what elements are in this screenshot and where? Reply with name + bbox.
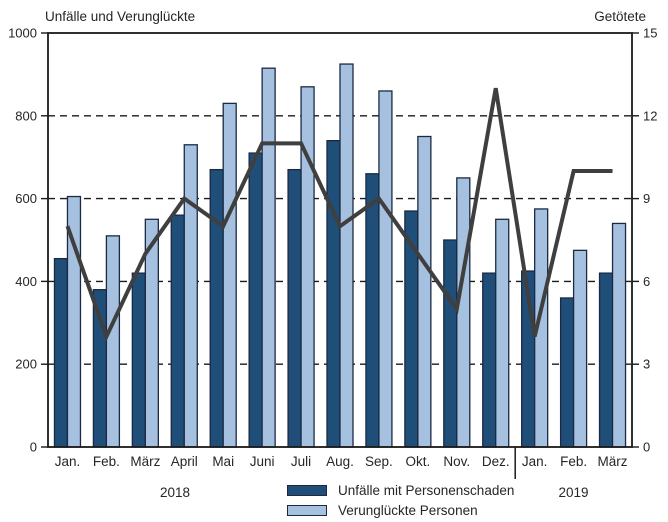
bar-verunglueckte xyxy=(261,67,276,448)
bar-verunglueckte xyxy=(105,235,121,448)
left-axis-tick-label: 200 xyxy=(15,357,37,372)
bar-unfaelle xyxy=(170,214,185,448)
x-axis-label: Jan. xyxy=(55,454,81,469)
left-axis-tick-label: 400 xyxy=(15,274,37,289)
bar-verunglueckte xyxy=(378,90,393,448)
legend-label-verunglueckte: Verunglückte Personen xyxy=(338,503,478,518)
legend-swatch-light xyxy=(287,505,327,516)
bar-unfaelle xyxy=(559,297,575,448)
bar-unfaelle xyxy=(443,239,458,448)
bar-unfaelle xyxy=(326,139,341,448)
legend-item-verunglueckte: Verunglückte Personen xyxy=(287,503,514,518)
x-axis-label: Okt. xyxy=(405,454,430,469)
bar-verunglueckte xyxy=(183,144,198,448)
right-axis-tick-label: 15 xyxy=(643,26,657,41)
left-axis-tick-label: 800 xyxy=(15,108,37,123)
x-axis-label: Jan. xyxy=(522,454,548,469)
bar-unfaelle xyxy=(53,257,69,448)
x-axis-label: Feb. xyxy=(93,454,120,469)
bar-verunglueckte xyxy=(495,218,510,448)
x-axis-label: Mai xyxy=(212,454,234,469)
legend-swatch-dark xyxy=(287,485,327,496)
right-axis-tick-label: 0 xyxy=(643,440,650,455)
x-axis-label: Sep. xyxy=(365,454,393,469)
plot-frame xyxy=(47,32,633,448)
x-axis-label: Aug. xyxy=(326,454,354,469)
right-axis-tick-label: 3 xyxy=(643,357,650,372)
year-label: 2018 xyxy=(160,485,190,500)
right-axis-tick-label: 12 xyxy=(643,108,657,123)
legend: Unfälle mit Personenschaden Verunglückte… xyxy=(287,483,514,518)
bar-verunglueckte xyxy=(456,177,471,448)
x-axis-label: Dez. xyxy=(482,454,510,469)
right-axis-tick-label: 9 xyxy=(643,191,650,206)
year-label: 2019 xyxy=(558,485,588,500)
bar-verunglueckte xyxy=(611,222,627,448)
bar-verunglueckte xyxy=(300,86,315,448)
bar-verunglueckte xyxy=(339,63,354,448)
x-axis-label: Juli xyxy=(291,454,311,469)
getoetete-line xyxy=(65,87,613,342)
bar-unfaelle xyxy=(248,152,263,448)
legend-item-unfaelle: Unfälle mit Personenschaden xyxy=(287,483,514,498)
right-axis-title: Getötete xyxy=(594,9,646,24)
x-axis-label: Nov. xyxy=(443,454,470,469)
legend-label-unfaelle: Unfälle mit Personenschaden xyxy=(338,483,515,498)
x-axis-label: Juni xyxy=(250,454,275,469)
left-axis-tick-label: 1000 xyxy=(8,26,37,41)
x-axis-label: Feb. xyxy=(560,454,587,469)
left-axis-tick-label: 0 xyxy=(30,440,37,455)
right-axis-tick-label: 6 xyxy=(643,274,650,289)
bar-verunglueckte xyxy=(417,135,432,448)
left-axis-title: Unfälle und Verunglückte xyxy=(45,9,196,24)
bar-verunglueckte xyxy=(222,102,237,448)
bar-unfaelle xyxy=(209,168,224,448)
bar-unfaelle xyxy=(598,272,614,448)
x-axis-label: März xyxy=(130,454,160,469)
bar-unfaelle xyxy=(482,272,497,448)
bar-unfaelle xyxy=(287,168,302,448)
bar-unfaelle xyxy=(131,272,146,448)
left-axis-tick-label: 600 xyxy=(15,191,37,206)
bar-unfaelle xyxy=(365,173,380,448)
x-axis-label: März xyxy=(598,454,628,469)
bar-verunglueckte xyxy=(572,249,588,448)
x-axis-label: April xyxy=(171,454,198,469)
